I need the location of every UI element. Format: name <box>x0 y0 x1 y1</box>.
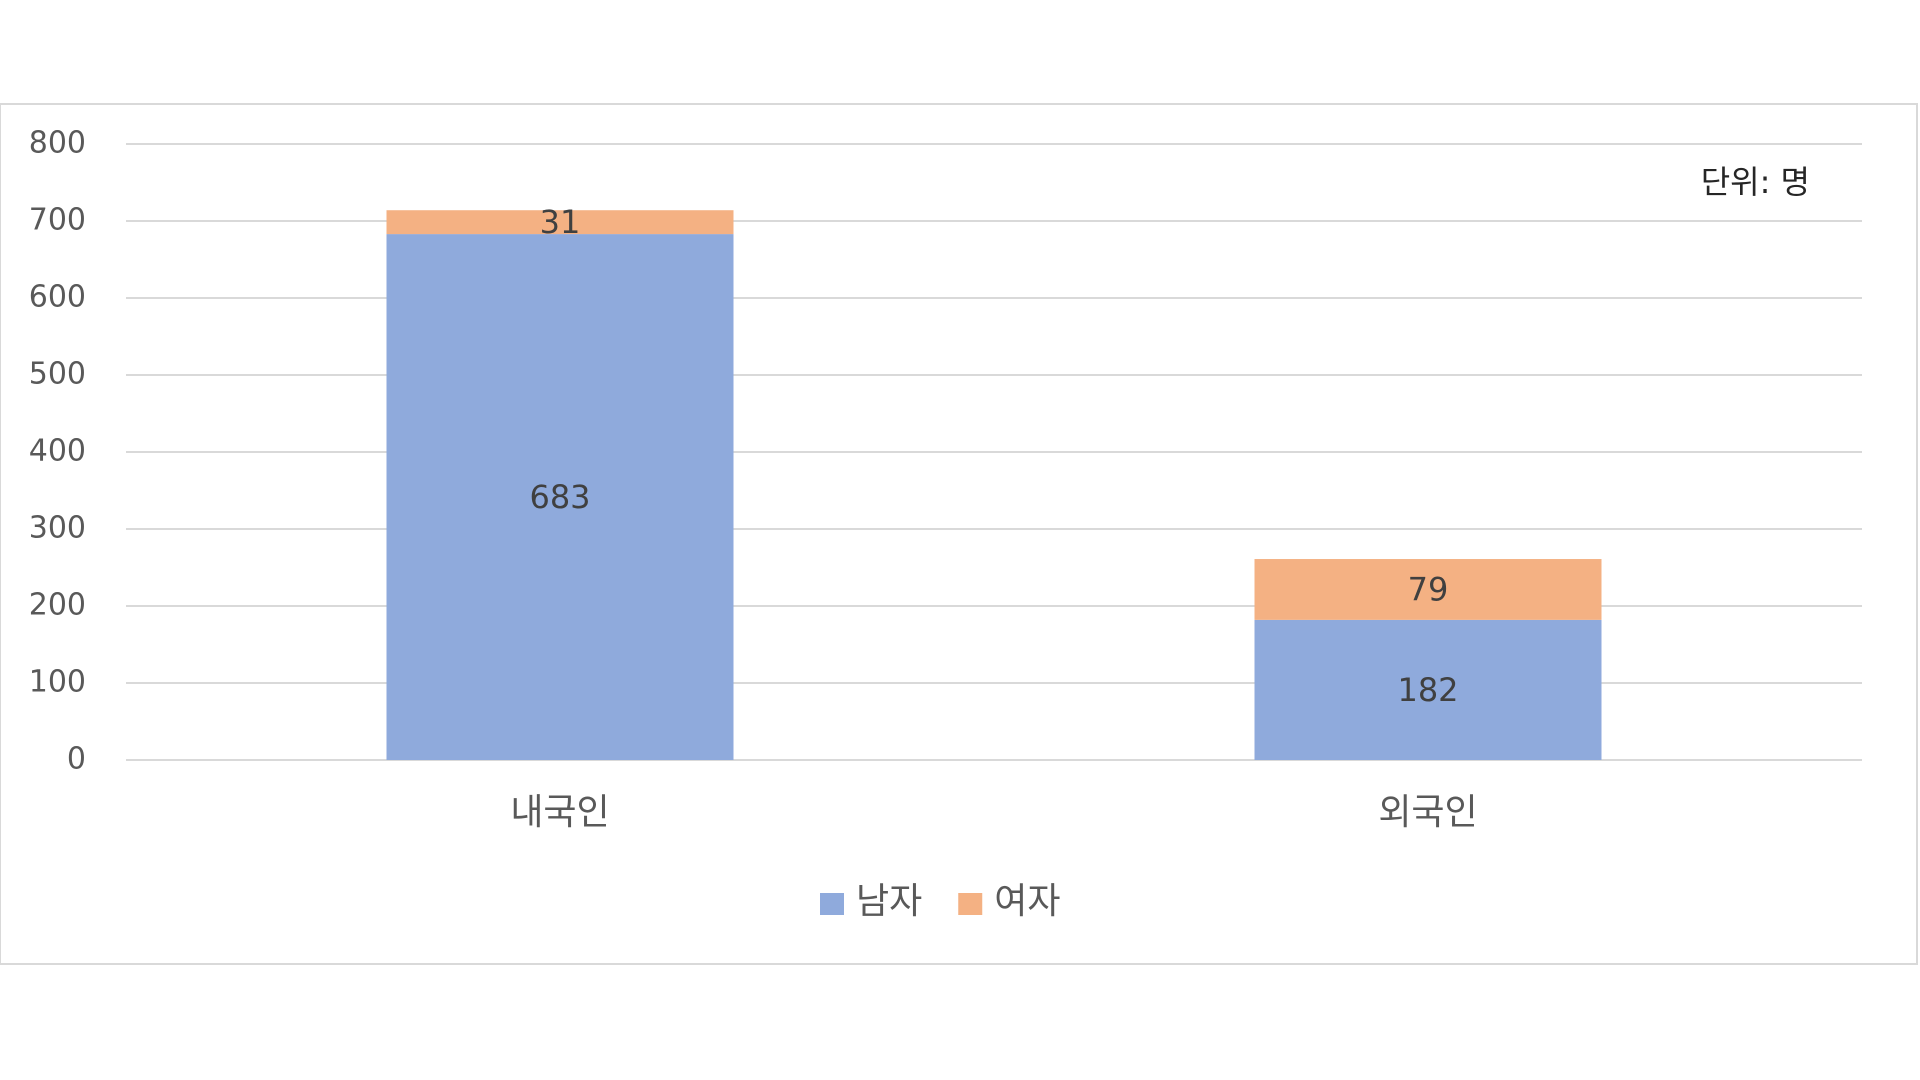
x-tick-label: 외국인 <box>1378 792 1477 833</box>
bar-segment <box>1254 559 1602 620</box>
y-tick-label: 800 <box>29 126 86 161</box>
legend-swatch <box>958 893 983 915</box>
y-tick-label: 200 <box>29 588 86 623</box>
y-tick-label: 500 <box>29 357 86 392</box>
data-label: 31 <box>540 203 581 241</box>
bar-segment <box>386 210 734 235</box>
data-label: 683 <box>529 478 590 516</box>
legend-label: 남자 <box>856 881 922 922</box>
y-tick-label: 400 <box>29 434 86 469</box>
x-tick-label: 내국인 <box>510 792 609 833</box>
y-tick-label: 100 <box>29 665 86 700</box>
legend-swatch <box>820 893 844 915</box>
unit-annotation: 단위: 명 <box>1701 163 1810 201</box>
y-tick-label: 600 <box>29 280 86 315</box>
y-tick-label: 700 <box>29 203 86 238</box>
data-label: 182 <box>1397 671 1458 709</box>
chart-frame <box>0 103 1918 965</box>
bar-segment <box>1254 619 1602 760</box>
legend-label: 여자 <box>994 881 1060 922</box>
data-label: 79 <box>1408 570 1449 608</box>
bar-segment <box>386 234 734 761</box>
y-tick-label: 300 <box>29 511 86 546</box>
y-tick-label: 0 <box>67 742 86 777</box>
